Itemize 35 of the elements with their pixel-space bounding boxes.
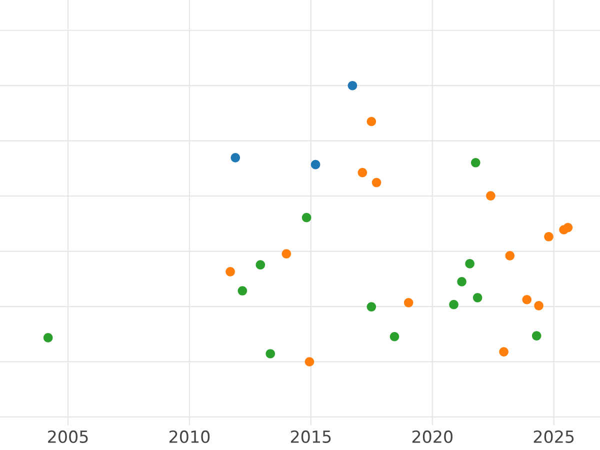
x-tick-label: 2005 [48,430,88,444]
point [238,286,248,296]
point [266,349,276,358]
point [304,357,314,366]
point [366,302,376,312]
point [43,333,53,342]
point [230,153,240,162]
point [486,191,496,200]
point [522,294,532,304]
point [449,300,458,310]
point [358,168,368,178]
point [256,260,266,270]
point [226,267,235,276]
point [282,249,292,258]
point [457,277,466,286]
point [366,116,376,126]
point [544,232,554,242]
point [465,259,474,268]
point [563,222,573,232]
point [470,158,480,168]
point [505,251,515,260]
point [390,332,400,342]
x-tick-label: 2010 [169,430,210,444]
point [404,298,414,308]
point [372,178,382,188]
point [532,331,542,340]
point [472,293,482,302]
x-tick-label: 2025 [534,430,574,444]
point [534,301,544,310]
point [348,80,358,90]
point [310,160,320,170]
x-tick-label: 2015 [290,430,331,444]
point [499,347,508,356]
x-tick-label: 2020 [412,430,452,444]
point [302,212,312,222]
